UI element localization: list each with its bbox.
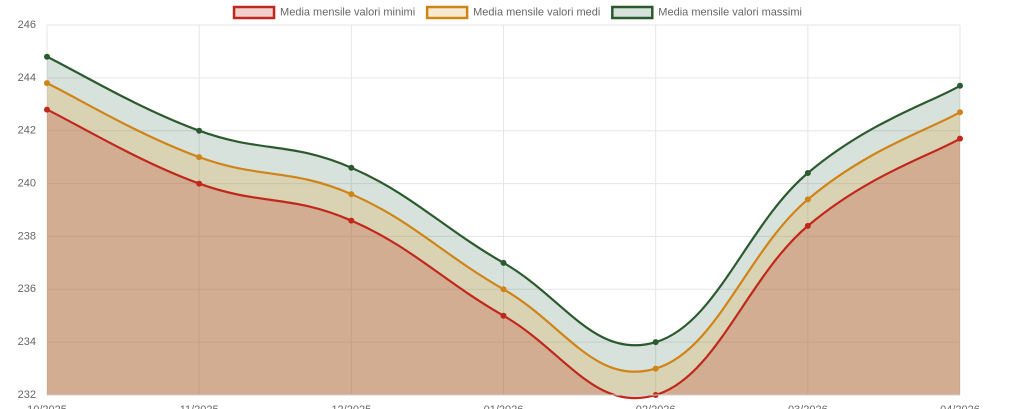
y-tick-label: 232 bbox=[18, 389, 36, 401]
data-point bbox=[804, 170, 811, 176]
x-tick-label: 03/2026 bbox=[788, 404, 828, 409]
series-area bbox=[47, 83, 960, 396]
x-tick-label: 04/2026 bbox=[940, 404, 980, 409]
legend-label: Media mensile valori massimi bbox=[658, 6, 802, 18]
data-point bbox=[804, 222, 811, 229]
legend-label: Media mensile valori minimi bbox=[280, 6, 415, 18]
data-point bbox=[44, 53, 50, 60]
data-point bbox=[957, 135, 963, 142]
x-tick-label: 11/2025 bbox=[180, 404, 219, 409]
data-point bbox=[196, 154, 203, 161]
series-area bbox=[47, 109, 960, 399]
data-point bbox=[44, 106, 50, 113]
legend-label: Media mensile valori medi bbox=[473, 6, 600, 18]
legend-swatch bbox=[611, 5, 654, 20]
data-point bbox=[652, 339, 659, 346]
data-point bbox=[500, 312, 507, 319]
y-tick-label: 246 bbox=[18, 19, 36, 31]
data-point bbox=[196, 180, 203, 187]
data-point bbox=[957, 109, 963, 116]
data-point bbox=[44, 80, 50, 87]
data-point bbox=[804, 196, 811, 203]
data-point bbox=[196, 127, 203, 134]
y-tick-label: 244 bbox=[18, 72, 36, 84]
x-tick-label: 02/2026 bbox=[636, 404, 676, 409]
data-point bbox=[652, 365, 659, 372]
data-point bbox=[500, 286, 507, 293]
series-area bbox=[47, 56, 960, 395]
x-tick-label: 12/2025 bbox=[331, 404, 371, 409]
data-point bbox=[500, 259, 507, 266]
legend-item: Media mensile valori minimi bbox=[232, 5, 415, 20]
x-tick-label: 10/2025 bbox=[27, 404, 67, 409]
legend: Media mensile valori minimi Media mensile… bbox=[232, 5, 802, 20]
legend-swatch bbox=[425, 5, 469, 20]
x-tick-label: 01/2026 bbox=[484, 404, 524, 409]
y-tick-label: 240 bbox=[18, 177, 36, 189]
data-point bbox=[348, 217, 355, 224]
y-tick-label: 236 bbox=[18, 283, 36, 295]
legend-item: Media mensile valori massimi bbox=[611, 5, 802, 20]
data-point bbox=[957, 82, 963, 89]
data-point bbox=[348, 191, 355, 198]
y-tick-label: 234 bbox=[18, 336, 36, 348]
y-tick-label: 242 bbox=[18, 125, 36, 137]
y-tick-label: 238 bbox=[18, 230, 36, 242]
legend-item: Media mensile valori medi bbox=[425, 5, 600, 20]
legend-swatch bbox=[232, 5, 276, 20]
data-point bbox=[348, 164, 355, 171]
